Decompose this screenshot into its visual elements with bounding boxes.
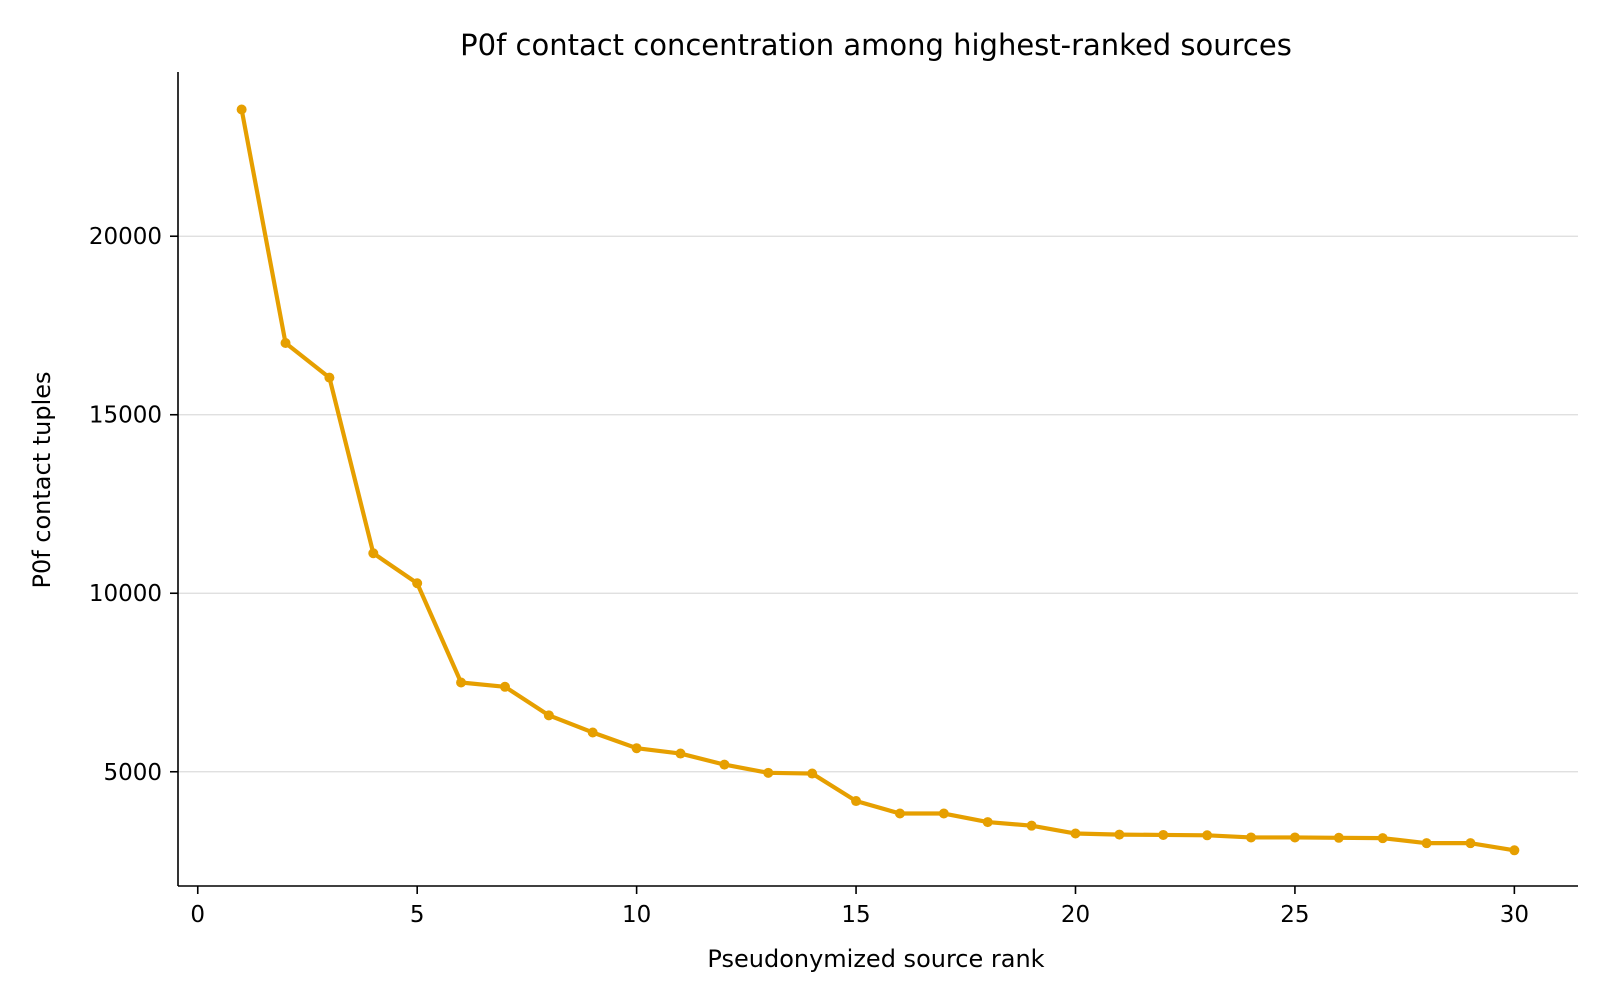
y-tick-label: 15000 [89, 403, 162, 429]
data-point [719, 759, 730, 770]
y-tick-label: 5000 [103, 760, 162, 786]
chart-title: P0f contact concentration among highest-… [460, 28, 1292, 62]
data-point [324, 372, 335, 383]
x-tick-label: 5 [410, 902, 425, 928]
x-tick-label: 15 [841, 902, 870, 928]
data-point [851, 796, 862, 807]
x-tick-label: 20 [1061, 902, 1090, 928]
data-point [763, 767, 774, 778]
x-tick-label: 0 [190, 902, 205, 928]
data-point [675, 748, 686, 759]
data-point [1202, 830, 1213, 841]
data-point [894, 808, 905, 819]
data-point [1114, 829, 1125, 840]
data-point [807, 768, 818, 779]
x-tick-label: 25 [1280, 902, 1309, 928]
ticks: 5000 10000 15000 20000 0 5 10 15 20 25 30 [89, 224, 1529, 928]
data-point [982, 817, 993, 828]
x-tick-label: 10 [622, 902, 651, 928]
data-point [1289, 832, 1300, 843]
data-point [938, 808, 949, 819]
data-point [236, 104, 247, 115]
data-point [543, 710, 554, 721]
data-point [1377, 833, 1388, 844]
x-tick-label: 30 [1500, 902, 1529, 928]
data-point [280, 337, 291, 348]
data-point [1421, 838, 1432, 849]
data-point [1509, 845, 1520, 856]
series [236, 104, 1520, 856]
data-point [1246, 832, 1257, 843]
data-point [631, 743, 642, 754]
y-tick-label: 20000 [89, 224, 162, 250]
y-axis-label: P0f contact tuples [28, 371, 56, 588]
data-point [1158, 829, 1169, 840]
y-tick-label: 10000 [89, 581, 162, 607]
data-point [1026, 820, 1037, 831]
x-axis-label: Pseudonymized source rank [707, 945, 1044, 973]
data-point [1070, 828, 1081, 839]
data-point [368, 548, 379, 559]
series-line [239, 107, 1517, 853]
data-point [456, 677, 467, 688]
data-point [1333, 832, 1344, 843]
data-point [412, 578, 423, 589]
data-point [1465, 838, 1476, 849]
data-point [499, 681, 510, 692]
data-point [587, 727, 598, 738]
axes [177, 72, 1578, 887]
gridlines [178, 235, 1578, 773]
